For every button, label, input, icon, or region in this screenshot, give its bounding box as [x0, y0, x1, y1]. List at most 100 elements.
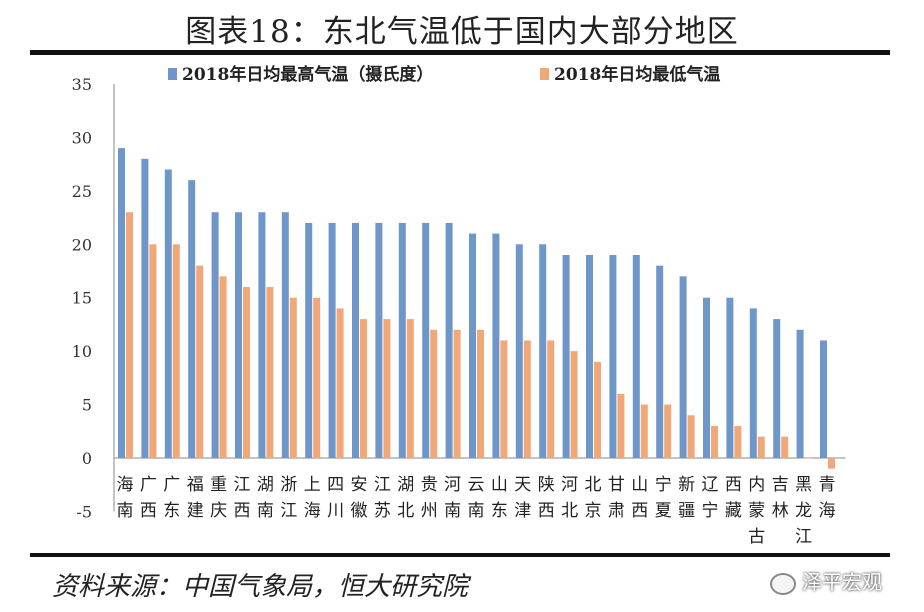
- category-label: 海南: [117, 475, 134, 521]
- category-label-char: 广: [140, 475, 157, 495]
- bar-high-temp: [562, 254, 570, 458]
- bar-high-temp: [492, 233, 500, 458]
- category-label: 河南: [444, 475, 461, 521]
- category-label-char: 古: [748, 527, 765, 547]
- category-label-char: 建: [187, 501, 204, 521]
- bar-high-temp: [656, 265, 664, 458]
- category-label-char: 湖: [257, 475, 274, 495]
- bar-low-temp: [149, 244, 157, 458]
- category-label-char: 疆: [678, 501, 695, 521]
- category-label-char: 山: [631, 475, 648, 495]
- category-label-char: 内: [748, 475, 765, 495]
- category-label-char: 北: [585, 475, 602, 495]
- bar-low-temp: [196, 265, 204, 458]
- category-label-char: 江: [234, 475, 251, 495]
- category-label: 福建: [187, 475, 204, 521]
- category-label-char: 贵: [421, 475, 438, 495]
- category-label-char: 重: [210, 475, 227, 495]
- bar-high-temp: [188, 180, 196, 458]
- bar-low-temp: [617, 393, 625, 458]
- bar-high-temp: [422, 222, 430, 458]
- bar-low-temp: [289, 297, 297, 458]
- category-label: 青海: [819, 475, 836, 521]
- category-label-char: 黑: [795, 475, 812, 495]
- bar-high-temp: [632, 254, 640, 458]
- bar-low-temp: [243, 287, 250, 458]
- bar-low-temp: [430, 329, 438, 458]
- category-label-char: 苏: [374, 501, 391, 521]
- bar-low-temp: [336, 308, 344, 458]
- legend-swatch: [168, 68, 177, 80]
- category-label-char: 东: [163, 501, 180, 521]
- category-label-char: 徽: [351, 501, 368, 521]
- bar-high-temp: [211, 212, 219, 458]
- category-label-char: 西: [140, 501, 157, 521]
- category-label-char: 林: [772, 501, 789, 521]
- bar-low-temp: [477, 329, 484, 458]
- category-label-char: 南: [468, 501, 485, 521]
- bar-low-temp: [687, 415, 695, 458]
- bar-low-temp: [711, 425, 718, 458]
- category-label-char: 新: [678, 475, 695, 495]
- category-label-char: 河: [444, 475, 461, 495]
- bar-low-temp: [126, 212, 133, 458]
- category-label-char: 北: [561, 501, 578, 521]
- bar-high-temp: [539, 244, 547, 458]
- bar-low-temp: [172, 244, 180, 458]
- bar-high-temp: [515, 244, 523, 458]
- category-label-char: 云: [468, 475, 485, 495]
- bar-low-temp: [804, 458, 812, 459]
- category-label-char: 安: [351, 475, 368, 495]
- y-tick-label: 20: [72, 235, 92, 254]
- bar-high-temp: [726, 297, 734, 458]
- category-label-char: 西: [725, 475, 742, 495]
- bar-high-temp: [235, 212, 242, 458]
- category-label-char: 江: [795, 527, 812, 547]
- bar-high-temp: [305, 222, 313, 458]
- category-label-char: 浙: [280, 475, 297, 495]
- bar-low-temp: [570, 351, 578, 458]
- bar-low-temp: [757, 436, 765, 458]
- bar-high-temp: [164, 169, 172, 458]
- category-label: 云南: [468, 475, 485, 521]
- bar-low-temp: [266, 287, 274, 458]
- category-label-char: 广: [163, 475, 180, 495]
- category-label: 宁夏: [655, 475, 672, 521]
- y-tick-label: 0: [82, 449, 92, 468]
- bar-high-temp: [469, 233, 476, 458]
- bar-low-temp: [664, 404, 672, 458]
- category-label: 江西: [234, 475, 251, 521]
- category-label-char: 宁: [702, 501, 719, 521]
- bar-high-temp: [118, 148, 125, 458]
- bar-low-temp: [383, 319, 391, 458]
- category-label-char: 河: [561, 475, 578, 495]
- category-label: 山西: [631, 475, 648, 521]
- category-label: 吉林: [772, 475, 789, 521]
- category-label-char: 西: [538, 501, 555, 521]
- category-label: 陕西: [538, 475, 555, 521]
- bar-high-temp: [773, 319, 781, 458]
- category-label-char: 四: [327, 475, 344, 495]
- top-rule: [30, 50, 890, 55]
- bar-high-temp: [679, 276, 687, 458]
- category-label-char: 山: [491, 475, 508, 495]
- bar-low-temp: [219, 276, 227, 458]
- bar-low-temp: [313, 297, 321, 458]
- category-label-char: 福: [187, 475, 204, 495]
- category-label-char: 江: [374, 475, 391, 495]
- bar-low-temp: [828, 458, 835, 469]
- bar-low-temp: [406, 319, 414, 458]
- bar-high-temp: [328, 222, 336, 458]
- category-label-char: 州: [421, 501, 438, 521]
- y-tick-label: 25: [72, 182, 92, 201]
- category-label: 湖南: [257, 475, 274, 521]
- wechat-icon: [770, 572, 796, 595]
- bar-high-temp: [281, 212, 289, 458]
- category-labels: 海南广西广东福建重庆江西湖南浙江上海四川安徽江苏湖北贵州河南云南山东天津陕西河北…: [117, 475, 836, 547]
- category-label-char: 青: [819, 475, 836, 495]
- legend-swatch: [540, 68, 549, 80]
- category-label-char: 陕: [538, 475, 555, 495]
- category-label: 新疆: [678, 475, 695, 521]
- category-label-char: 天: [514, 475, 531, 495]
